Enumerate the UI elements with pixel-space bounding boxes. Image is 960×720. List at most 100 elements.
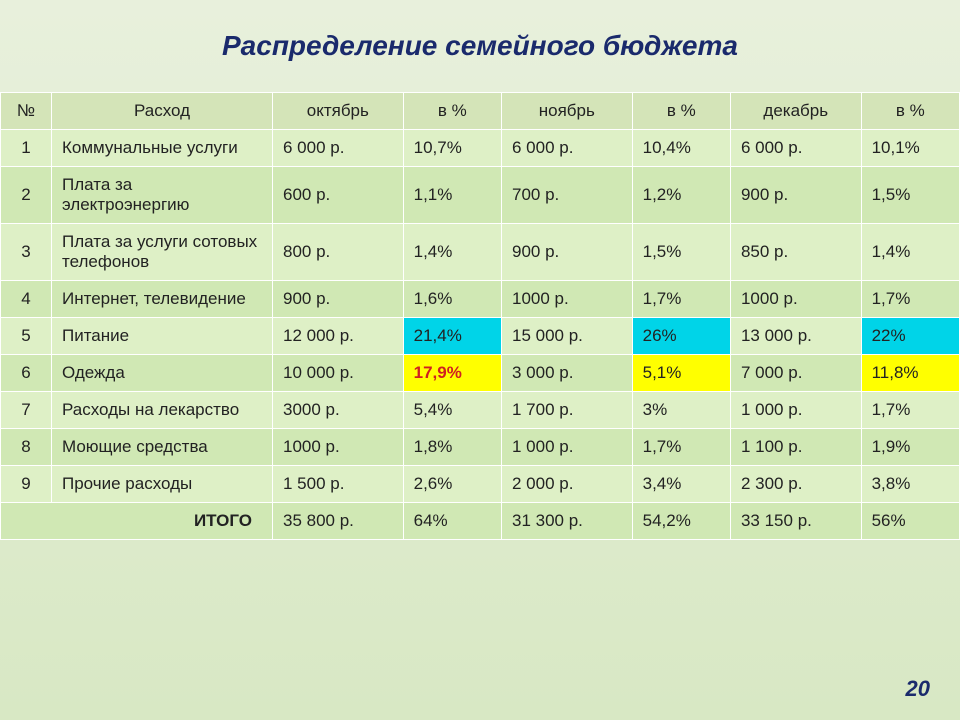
cell-oct: 3000 р. bbox=[273, 392, 404, 429]
budget-table: № Расход октябрь в % ноябрь в % декабрь … bbox=[0, 92, 960, 540]
cell-expense: Плата за электроэнергию bbox=[52, 167, 273, 224]
page-title: Распределение семейного бюджета bbox=[0, 0, 960, 92]
cell-dec: 2 300 р. bbox=[730, 466, 861, 503]
cell-oct: 600 р. bbox=[273, 167, 404, 224]
col-dec-pct: в % bbox=[861, 93, 959, 130]
cell-num: 8 bbox=[1, 429, 52, 466]
cell-expense: Прочие расходы bbox=[52, 466, 273, 503]
cell-oct-pct: 17,9% bbox=[403, 355, 501, 392]
cell-num: 7 bbox=[1, 392, 52, 429]
cell-nov: 15 000 р. bbox=[501, 318, 632, 355]
cell-dec: 1 000 р. bbox=[730, 392, 861, 429]
cell-oct-pct: 2,6% bbox=[403, 466, 501, 503]
cell-dec: 1 100 р. bbox=[730, 429, 861, 466]
cell-nov-pct: 1,2% bbox=[632, 167, 730, 224]
cell-num: 9 bbox=[1, 466, 52, 503]
cell-nov: 1000 р. bbox=[501, 281, 632, 318]
cell-oct: 6 000 р. bbox=[273, 130, 404, 167]
cell-dec: 1000 р. bbox=[730, 281, 861, 318]
cell-dec-pct: 1,9% bbox=[861, 429, 959, 466]
cell-nov-pct: 3% bbox=[632, 392, 730, 429]
cell-num: 2 bbox=[1, 167, 52, 224]
cell-dec-pct: 11,8% bbox=[861, 355, 959, 392]
cell-nov-pct: 1,5% bbox=[632, 224, 730, 281]
col-dec: декабрь bbox=[730, 93, 861, 130]
table-row: 2Плата за электроэнергию600 р.1,1%700 р.… bbox=[1, 167, 960, 224]
total-dec-pct: 56% bbox=[861, 503, 959, 540]
total-nov-pct: 54,2% bbox=[632, 503, 730, 540]
cell-nov: 700 р. bbox=[501, 167, 632, 224]
cell-dec-pct: 1,5% bbox=[861, 167, 959, 224]
total-row: ИТОГО35 800 р.64%31 300 р.54,2%33 150 р.… bbox=[1, 503, 960, 540]
col-nov: ноябрь bbox=[501, 93, 632, 130]
cell-dec-pct: 1,7% bbox=[861, 392, 959, 429]
cell-oct: 900 р. bbox=[273, 281, 404, 318]
cell-oct-pct: 1,4% bbox=[403, 224, 501, 281]
table-row: 8Моющие средства1000 р.1,8%1 000 р.1,7%1… bbox=[1, 429, 960, 466]
cell-nov-pct: 10,4% bbox=[632, 130, 730, 167]
col-oct: октябрь bbox=[273, 93, 404, 130]
cell-expense: Плата за услуги сотовых телефонов bbox=[52, 224, 273, 281]
col-expense: Расход bbox=[52, 93, 273, 130]
cell-oct: 800 р. bbox=[273, 224, 404, 281]
table-row: 3Плата за услуги сотовых телефонов800 р.… bbox=[1, 224, 960, 281]
cell-num: 5 bbox=[1, 318, 52, 355]
table-row: 7Расходы на лекарство3000 р.5,4%1 700 р.… bbox=[1, 392, 960, 429]
cell-oct: 10 000 р. bbox=[273, 355, 404, 392]
table-row: 6Одежда10 000 р.17,9%3 000 р.5,1%7 000 р… bbox=[1, 355, 960, 392]
cell-oct: 1000 р. bbox=[273, 429, 404, 466]
cell-nov: 1 700 р. bbox=[501, 392, 632, 429]
page-number: 20 bbox=[906, 676, 930, 702]
cell-oct: 12 000 р. bbox=[273, 318, 404, 355]
cell-nov-pct: 1,7% bbox=[632, 281, 730, 318]
total-oct: 35 800 р. bbox=[273, 503, 404, 540]
cell-nov: 3 000 р. bbox=[501, 355, 632, 392]
cell-expense: Питание bbox=[52, 318, 273, 355]
col-num: № bbox=[1, 93, 52, 130]
cell-dec-pct: 1,4% bbox=[861, 224, 959, 281]
cell-nov-pct: 1,7% bbox=[632, 429, 730, 466]
cell-oct-pct: 5,4% bbox=[403, 392, 501, 429]
cell-nov-pct: 3,4% bbox=[632, 466, 730, 503]
cell-nov: 6 000 р. bbox=[501, 130, 632, 167]
cell-num: 3 bbox=[1, 224, 52, 281]
table-row: 4Интернет, телевидение900 р.1,6%1000 р.1… bbox=[1, 281, 960, 318]
cell-expense: Одежда bbox=[52, 355, 273, 392]
cell-nov-pct: 26% bbox=[632, 318, 730, 355]
cell-dec-pct: 22% bbox=[861, 318, 959, 355]
col-nov-pct: в % bbox=[632, 93, 730, 130]
total-nov: 31 300 р. bbox=[501, 503, 632, 540]
cell-nov: 900 р. bbox=[501, 224, 632, 281]
cell-num: 4 bbox=[1, 281, 52, 318]
cell-dec-pct: 10,1% bbox=[861, 130, 959, 167]
cell-dec-pct: 3,8% bbox=[861, 466, 959, 503]
total-dec: 33 150 р. bbox=[730, 503, 861, 540]
cell-num: 6 bbox=[1, 355, 52, 392]
cell-oct-pct: 1,6% bbox=[403, 281, 501, 318]
col-oct-pct: в % bbox=[403, 93, 501, 130]
table-row: 5Питание12 000 р.21,4%15 000 р.26%13 000… bbox=[1, 318, 960, 355]
cell-dec: 13 000 р. bbox=[730, 318, 861, 355]
cell-dec-pct: 1,7% bbox=[861, 281, 959, 318]
cell-oct: 1 500 р. bbox=[273, 466, 404, 503]
cell-nov: 2 000 р. bbox=[501, 466, 632, 503]
table-row: 9Прочие расходы1 500 р.2,6%2 000 р.3,4%2… bbox=[1, 466, 960, 503]
cell-dec: 850 р. bbox=[730, 224, 861, 281]
cell-oct-pct: 21,4% bbox=[403, 318, 501, 355]
cell-expense: Моющие средства bbox=[52, 429, 273, 466]
header-row: № Расход октябрь в % ноябрь в % декабрь … bbox=[1, 93, 960, 130]
cell-oct-pct: 1,8% bbox=[403, 429, 501, 466]
cell-expense: Коммунальные услуги bbox=[52, 130, 273, 167]
cell-oct-pct: 1,1% bbox=[403, 167, 501, 224]
cell-dec: 900 р. bbox=[730, 167, 861, 224]
cell-expense: Расходы на лекарство bbox=[52, 392, 273, 429]
cell-expense: Интернет, телевидение bbox=[52, 281, 273, 318]
cell-nov-pct: 5,1% bbox=[632, 355, 730, 392]
table-row: 1Коммунальные услуги6 000 р.10,7%6 000 р… bbox=[1, 130, 960, 167]
total-label: ИТОГО bbox=[1, 503, 273, 540]
cell-num: 1 bbox=[1, 130, 52, 167]
total-oct-pct: 64% bbox=[403, 503, 501, 540]
cell-dec: 6 000 р. bbox=[730, 130, 861, 167]
cell-dec: 7 000 р. bbox=[730, 355, 861, 392]
cell-oct-pct: 10,7% bbox=[403, 130, 501, 167]
